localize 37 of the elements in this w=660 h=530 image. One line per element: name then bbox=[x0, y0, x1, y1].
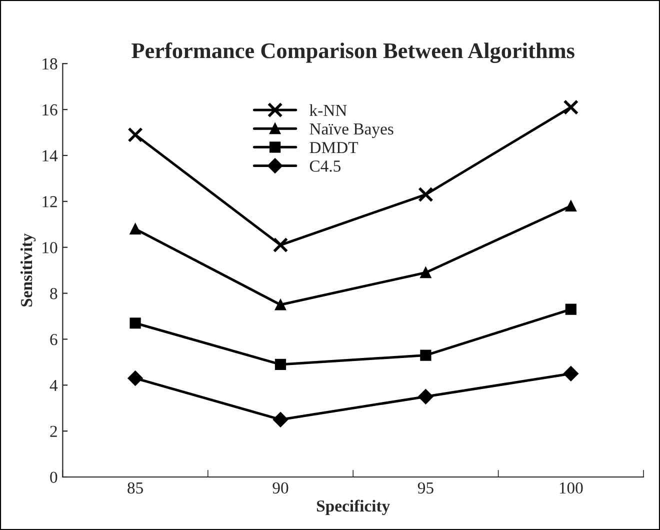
y-tick-label: 2 bbox=[50, 426, 57, 437]
point bbox=[128, 127, 143, 142]
point bbox=[130, 318, 141, 329]
y-tick-label: 8 bbox=[50, 288, 58, 300]
x-tick-label: 85 bbox=[128, 482, 143, 494]
y-tick-label: 12 bbox=[42, 196, 57, 208]
y-tick-label: 16 bbox=[42, 104, 58, 116]
x-axis-title: Specificity bbox=[316, 500, 390, 516]
legend-label: k-NN bbox=[310, 104, 347, 116]
point bbox=[272, 237, 288, 253]
legend-label: C4.5 bbox=[310, 160, 341, 172]
x-tick-label: 90 bbox=[272, 482, 288, 494]
point bbox=[420, 350, 432, 361]
chart-title: Performance Comparison Between Algorithms bbox=[132, 42, 574, 63]
point bbox=[565, 304, 576, 315]
y-tick-label: 18 bbox=[42, 58, 58, 70]
point bbox=[274, 358, 286, 370]
legend-label: Naïve Bayes bbox=[310, 124, 394, 138]
point bbox=[272, 412, 288, 428]
legend-label: DMDT bbox=[310, 142, 358, 154]
y-axis-title: Sensitivity bbox=[20, 233, 36, 306]
point bbox=[563, 100, 579, 115]
y-tick-label: 6 bbox=[50, 334, 58, 346]
point bbox=[418, 389, 434, 404]
point bbox=[420, 267, 432, 278]
point bbox=[418, 186, 434, 202]
y-tick-label: 14 bbox=[42, 150, 58, 162]
point bbox=[565, 200, 576, 212]
y-tick-label: 10 bbox=[42, 242, 58, 254]
x-tick-label: 100 bbox=[560, 482, 583, 494]
y-tick-label: 4 bbox=[50, 380, 58, 391]
point bbox=[128, 370, 143, 386]
point bbox=[274, 299, 286, 310]
point bbox=[130, 223, 141, 235]
y-tick-label: 0 bbox=[50, 472, 58, 483]
x-tick-label: 95 bbox=[418, 482, 434, 494]
point bbox=[563, 366, 578, 382]
